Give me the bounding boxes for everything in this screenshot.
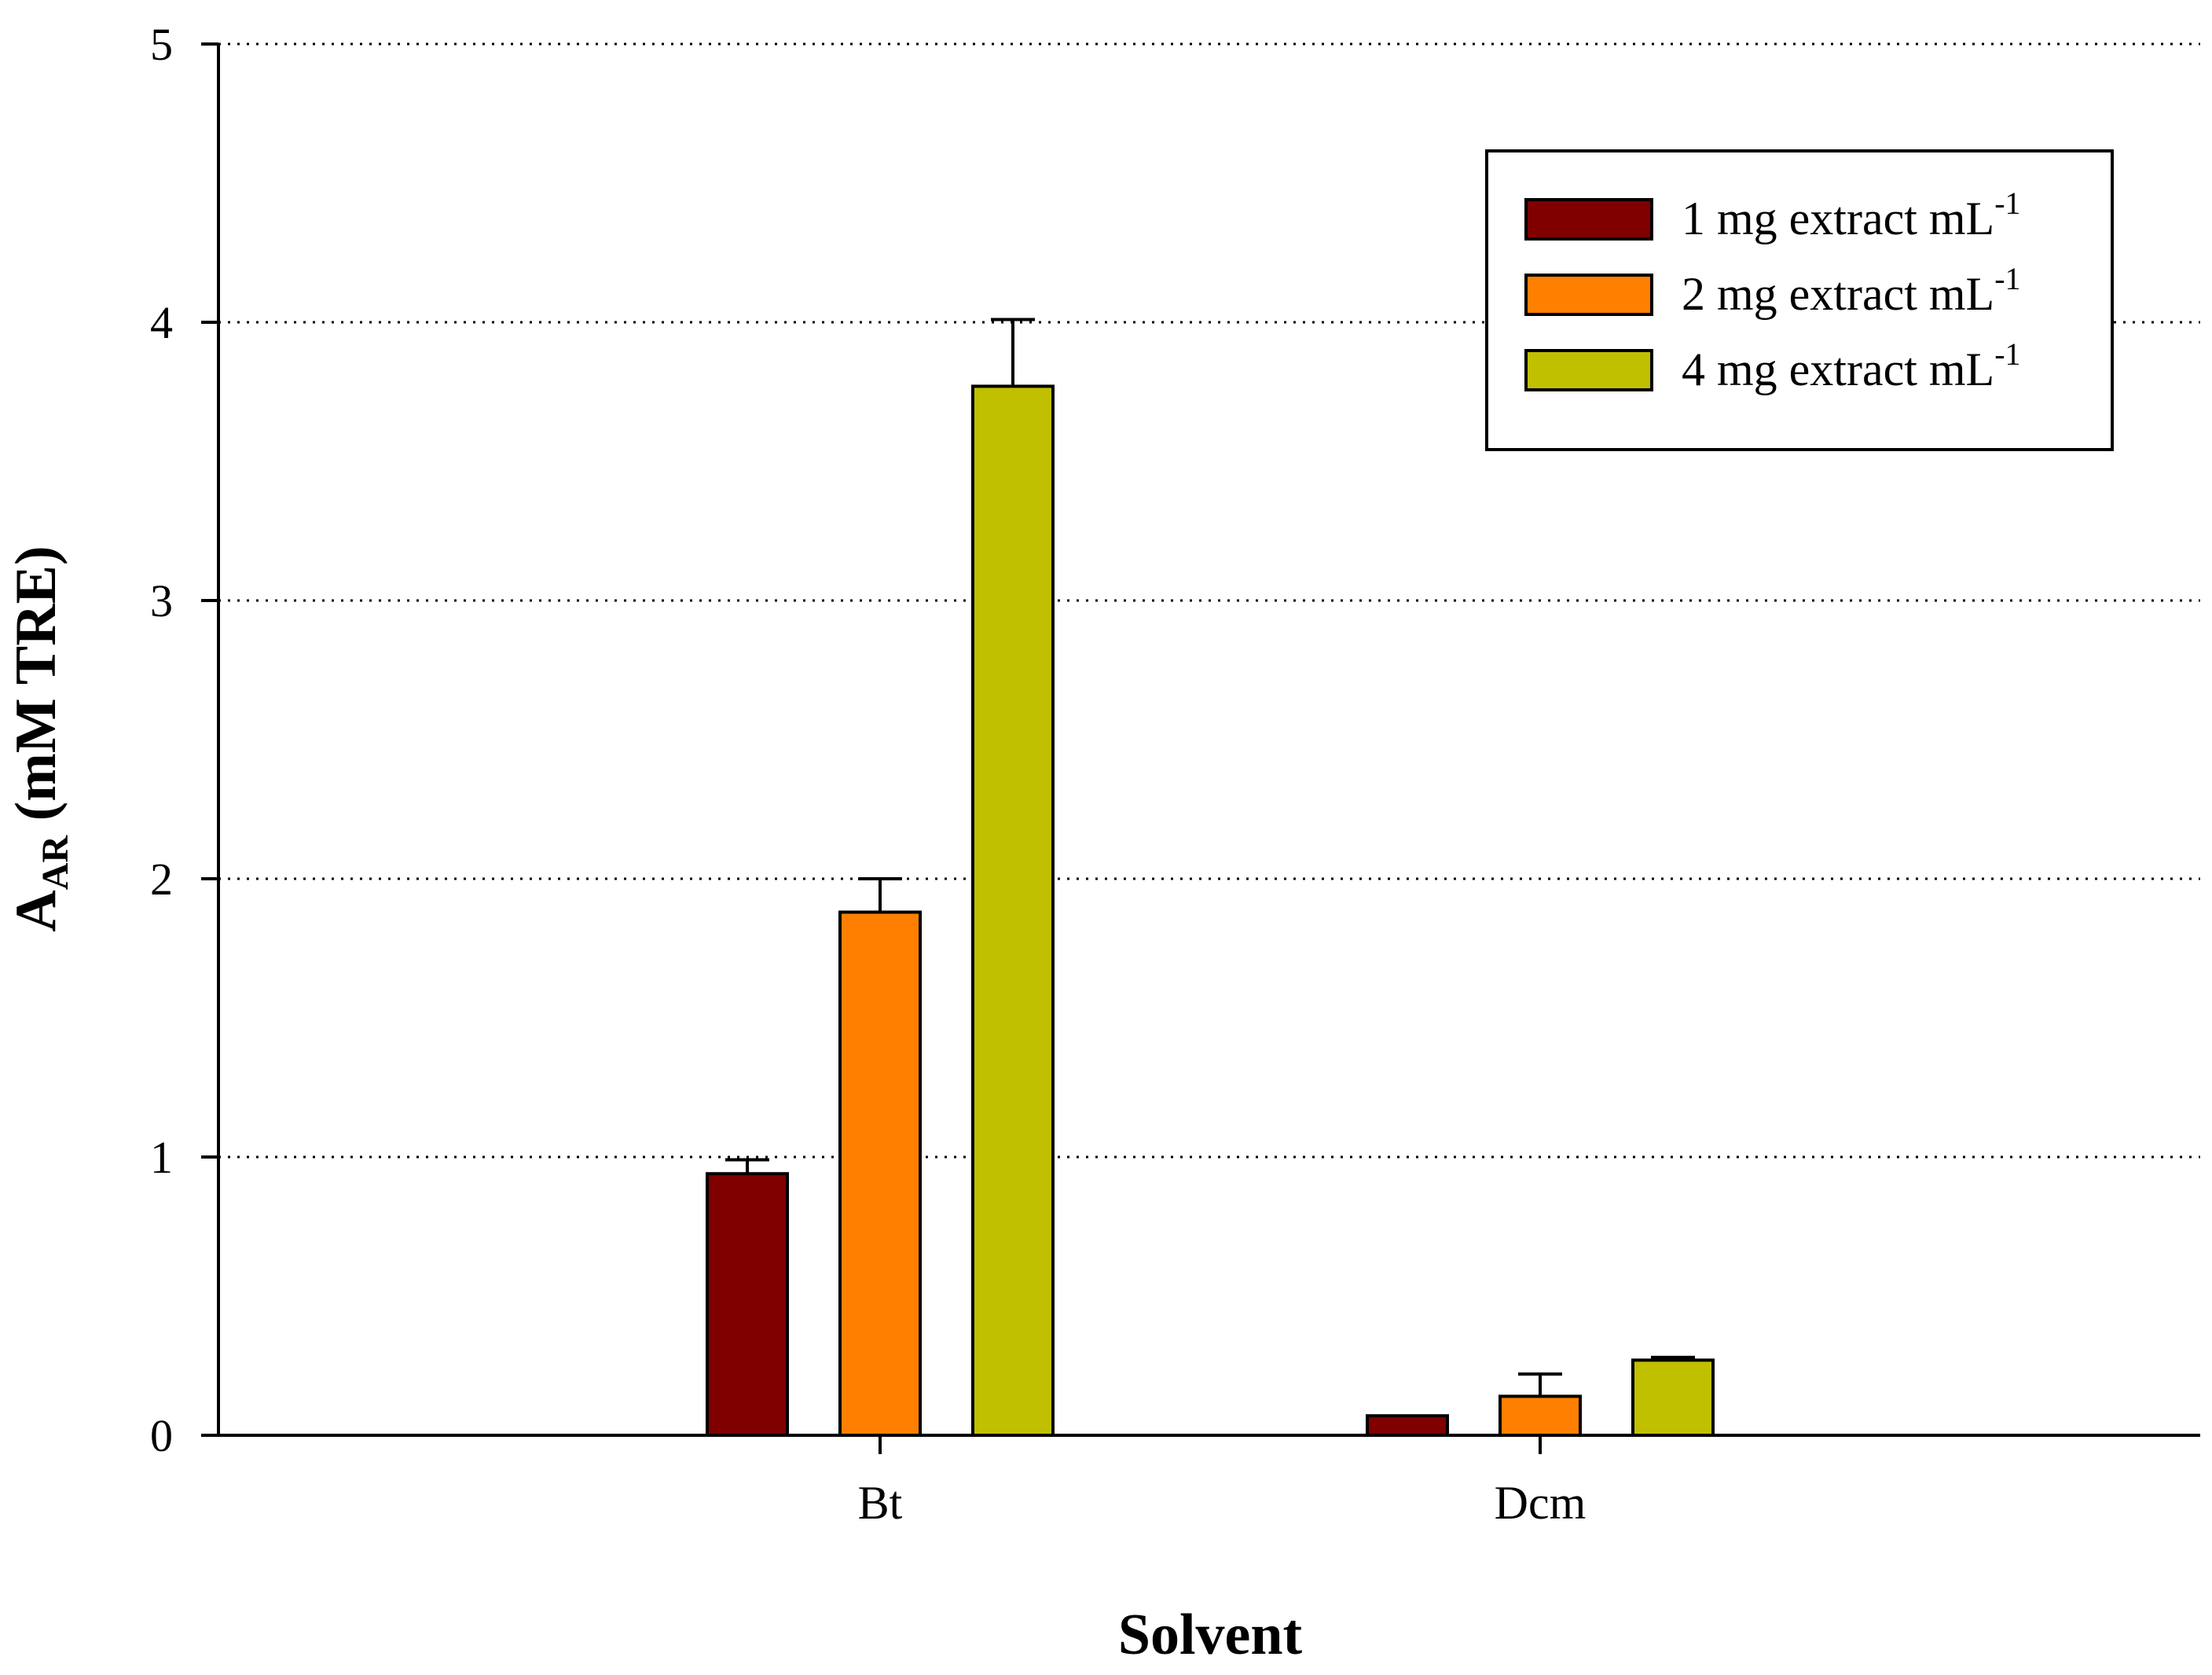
legend-label-text: 1 mg extract mL — [1682, 193, 1994, 244]
y-tick-label: 1 — [150, 1132, 173, 1183]
x-tick-label-bt: Bt — [858, 1477, 903, 1529]
x-axis-label: Solvent — [1118, 1603, 1303, 1667]
legend-label-1: 1 mg extract mL-1 — [1682, 185, 2021, 244]
bar-dcm-series-3 — [1631, 1358, 1715, 1438]
legend-label-text: 2 mg extract mL — [1682, 268, 1994, 320]
y-tick-label: 2 — [150, 854, 173, 905]
legend-swatch-1 — [1524, 198, 1653, 241]
legend-label-superscript: -1 — [1994, 261, 2020, 296]
legend-label-text: 4 mg extract mL — [1682, 343, 1994, 395]
legend-label-3: 4 mg extract mL-1 — [1682, 336, 2021, 395]
legend-label-superscript: -1 — [1994, 336, 2020, 372]
y-tick-label: 0 — [150, 1410, 173, 1461]
bar-bt-series-1 — [706, 1172, 789, 1437]
legend-label-superscript: -1 — [1994, 185, 2020, 221]
bar-dcm-series-1 — [1366, 1414, 1449, 1437]
legend-swatch-3 — [1524, 349, 1653, 391]
legend-swatch-2 — [1524, 274, 1653, 316]
y-axis-label-subscript: AR — [35, 835, 76, 891]
bars — [706, 318, 1715, 1438]
x-tick-label-dcm: Dcm — [1495, 1477, 1587, 1529]
y-tick-label: 5 — [150, 19, 173, 70]
y-axis-label: AAR (mM TRE) — [4, 545, 76, 931]
y-axis-label-main: A — [4, 890, 68, 931]
y-tick-label: 3 — [150, 575, 173, 626]
bar-dcm-series-2 — [1499, 1394, 1582, 1437]
legend-label-2: 2 mg extract mL-1 — [1682, 261, 2021, 320]
legend: 1 mg extract mL-12 mg extract mL-14 mg e… — [1485, 149, 2114, 451]
y-axis-label-unit: (mM TRE) — [4, 545, 68, 836]
axes: 0 1 2 3 4 5 Bt Dcm — [150, 19, 2200, 1529]
y-tick-label: 4 — [150, 297, 173, 348]
bar-bt-series-3 — [971, 384, 1055, 1437]
bar-bt-series-2 — [838, 910, 922, 1437]
